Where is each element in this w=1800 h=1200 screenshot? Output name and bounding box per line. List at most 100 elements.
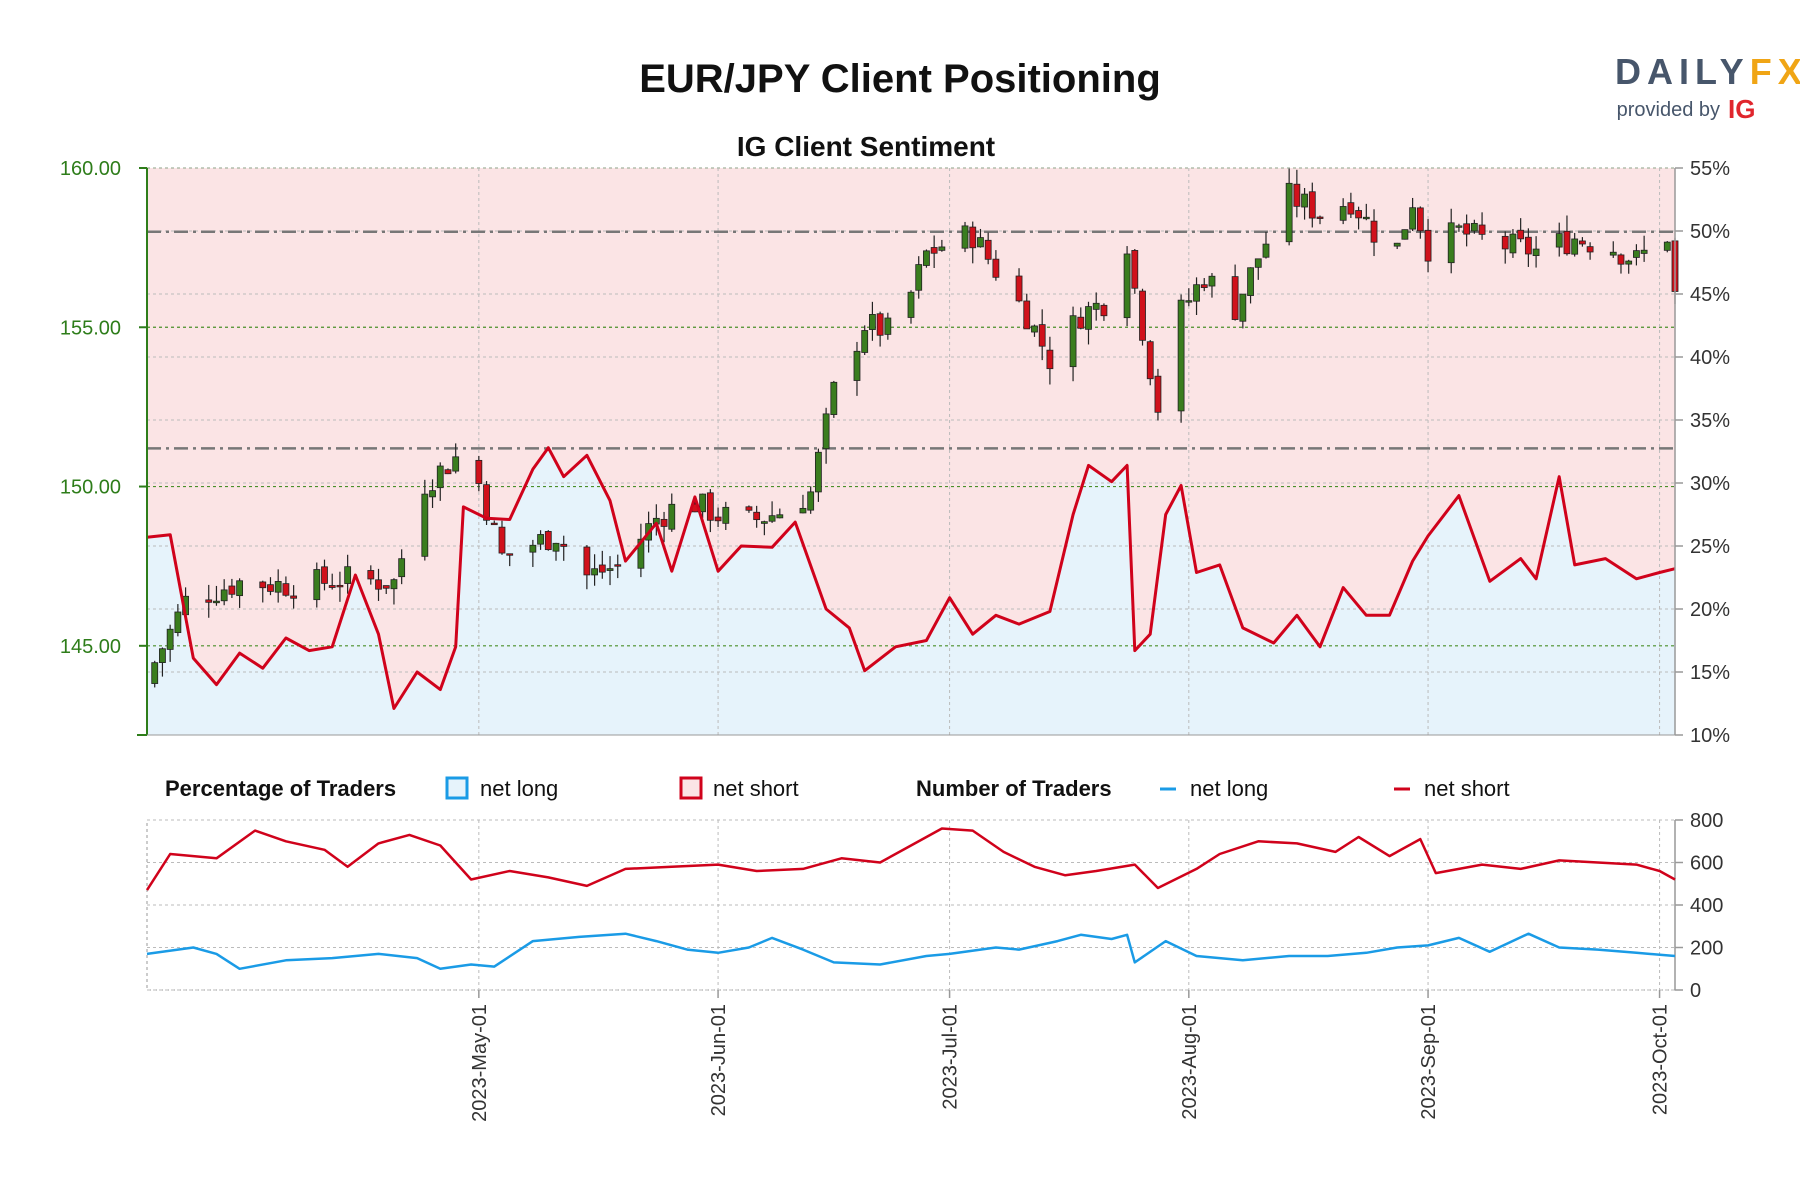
candle-down [745, 506, 753, 511]
candle-down [1046, 349, 1054, 370]
candle-down [876, 313, 884, 336]
candle-down [714, 516, 722, 522]
candle-down [1424, 229, 1432, 262]
traders-net-long-line [146, 932, 1676, 971]
candle-down [1015, 275, 1023, 302]
candle-up [760, 521, 768, 524]
candle-up [421, 493, 429, 557]
traders-tick-label: 600 [1690, 853, 1723, 875]
x-tick-label: 2023-Oct-01 [1650, 1004, 1672, 1115]
legend-net-long-swatch [445, 776, 469, 800]
candle-up [977, 237, 984, 248]
candle-down [598, 564, 606, 573]
x-axis: 2023-May-01 2023-Jun-01 2023-Jul-01 2023-Au… [469, 990, 1672, 1122]
pct-tick-label: 30% [1690, 473, 1730, 495]
candle-down [614, 564, 622, 567]
x-tick-label: 2023-Sep-01 [1418, 1004, 1440, 1120]
candle-up [174, 611, 182, 634]
candle-down [969, 226, 977, 249]
candle-up [853, 350, 861, 381]
candle-down [1617, 254, 1625, 265]
candle-up [151, 662, 159, 684]
candle-up [807, 491, 815, 511]
price-sentiment-chart: 145.00 150.00 155.00 160.00 10% 15% 20% 25% 30% 3… [60, 158, 1730, 747]
legend-num-title: Number of Traders [916, 776, 1112, 801]
candle-up [1185, 300, 1193, 303]
legend-num-short: net short [1424, 776, 1510, 801]
pct-tick-label: 40% [1690, 347, 1730, 369]
traders-net-short-line [145, 827, 1676, 891]
candle-down [560, 543, 568, 547]
candle-up [1401, 229, 1409, 240]
candle-down [259, 581, 267, 589]
pct-tick-label: 15% [1690, 662, 1730, 684]
candles [151, 168, 1679, 688]
candle-down [367, 570, 375, 580]
candle-up [1609, 251, 1617, 256]
candle-up [1301, 193, 1308, 208]
candle-down [475, 459, 483, 484]
candle-up [1254, 258, 1262, 268]
logo-provided-by: provided by [1617, 99, 1720, 121]
candle-up [436, 465, 444, 489]
candle-up [915, 264, 923, 291]
candle-down [1146, 341, 1154, 380]
candle-up [1640, 249, 1648, 254]
traders-tick-label: 200 [1690, 938, 1723, 960]
candle-up [529, 544, 537, 553]
candle-down [1563, 230, 1571, 255]
candle-up [1555, 233, 1563, 248]
net-long-pct-line [146, 446, 1676, 710]
candle-up [213, 600, 220, 604]
candle-up [1339, 206, 1347, 221]
candle-down [706, 492, 714, 521]
candle-down [1517, 229, 1525, 240]
candle-up [637, 538, 645, 569]
candle-down [660, 518, 668, 527]
candle-up [537, 534, 544, 545]
candle-down [205, 599, 213, 603]
candle-down [290, 595, 298, 599]
candle-up [1409, 207, 1417, 230]
candle-down [1023, 300, 1031, 330]
candle-down [483, 484, 490, 521]
candle-up [776, 514, 784, 519]
candle-up [722, 506, 730, 524]
candle-down [328, 585, 336, 588]
candle-down [753, 511, 761, 521]
candle-down [1347, 202, 1355, 215]
candle-down [1038, 324, 1046, 347]
candle-down [1077, 316, 1085, 329]
candle-up [452, 456, 460, 472]
candle-up [552, 542, 560, 552]
logo-ig: IG [1728, 94, 1755, 124]
candle-up [398, 558, 406, 578]
price-tick-label: 150.00 [60, 477, 121, 499]
candle-down [1316, 216, 1324, 219]
candle-up [1123, 253, 1131, 319]
candle-down [1478, 224, 1486, 235]
candle-up [768, 515, 776, 522]
candle-down [490, 522, 498, 526]
candle-up [274, 581, 282, 593]
candle-down [1524, 236, 1532, 255]
candle-down [1131, 250, 1139, 289]
candle-up [814, 451, 822, 493]
candle-down [1200, 284, 1208, 288]
candle-up [830, 381, 838, 415]
candle-down [1355, 210, 1362, 219]
candle-up [869, 314, 876, 330]
candle-down [544, 531, 552, 551]
candle-up [1393, 242, 1401, 247]
x-tick-label: 2023-Jul-01 [940, 1004, 962, 1110]
candle-down [375, 579, 382, 590]
candle-up [1092, 302, 1100, 310]
candle-up [1193, 284, 1200, 302]
candle-up [938, 246, 946, 251]
legend-net-short-swatch [679, 776, 703, 800]
candle-down [1578, 240, 1586, 245]
legend-pct-long: net long [480, 776, 558, 801]
candle-up [961, 225, 969, 249]
candle-up [1362, 216, 1370, 220]
